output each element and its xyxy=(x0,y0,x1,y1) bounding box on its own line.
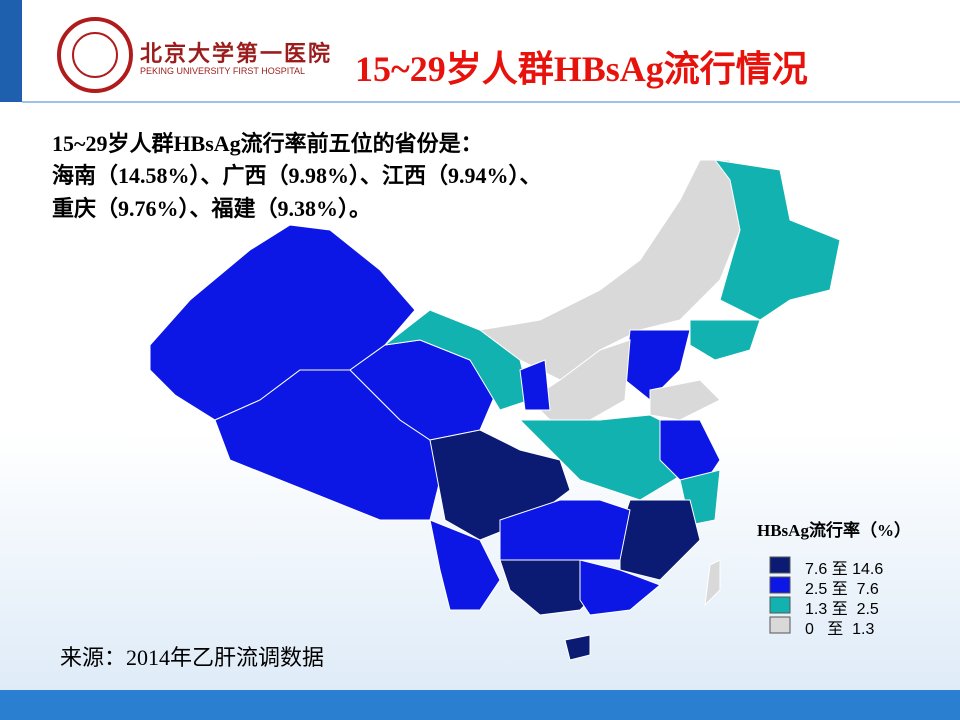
legend-swatch xyxy=(769,596,791,614)
footer-band xyxy=(0,690,960,720)
legend-swatch xyxy=(769,616,791,634)
legend-label: 7.6 至 14.6 xyxy=(805,561,884,578)
text-line: 海南（14.58%）、广西（9.98%）、江西（9.94%）、 xyxy=(52,163,542,188)
legend-swatch xyxy=(769,576,791,594)
logo-seal xyxy=(57,17,133,93)
logo-text: 北京大学第一医院 xyxy=(140,41,333,66)
legend xyxy=(769,556,791,634)
legend-swatch xyxy=(769,556,791,574)
text-line: 重庆（9.76%）、福建（9.38%）。 xyxy=(52,196,372,221)
legend-label: 1.3 至 2.5 xyxy=(805,601,879,618)
logo-seal-inner xyxy=(72,32,118,78)
china-map xyxy=(149,159,841,661)
legend-title: HBsAg流行率（%） xyxy=(757,521,911,540)
slide-title: 15~29岁人群HBsAg流行情况 xyxy=(355,49,808,89)
side-bar xyxy=(0,0,22,102)
text-line: 15~29岁人群HBsAg流行率前五位的省份是： xyxy=(52,131,483,156)
source: 来源：2014年乙肝流调数据 xyxy=(60,645,325,670)
legend-label: 0 至 1.3 xyxy=(805,621,875,638)
logo-subtext: PEKING UNIVERSITY FIRST HOSPITAL xyxy=(140,66,306,76)
legend-label: 2.5 至 7.6 xyxy=(805,581,879,598)
